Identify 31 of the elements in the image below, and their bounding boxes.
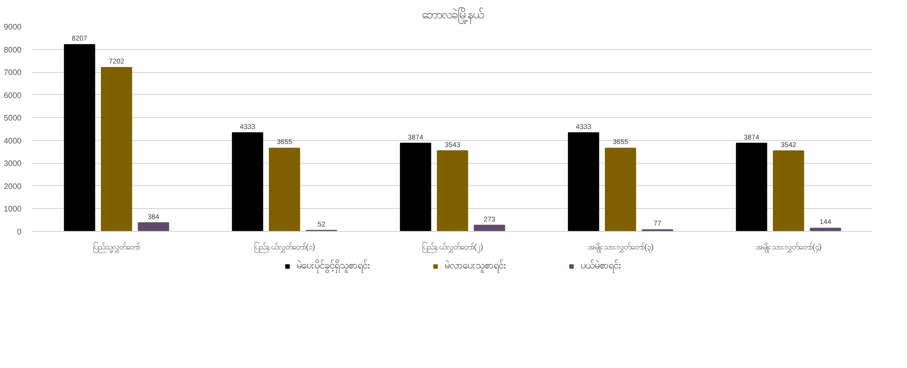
x-tick-label: ပြည်နယ်လွှတ်တော်(၂) xyxy=(422,242,484,254)
y-tick-label: 6000 xyxy=(4,90,22,100)
y-tick-label: 8000 xyxy=(4,45,22,54)
y-tick-label: 5000 xyxy=(4,114,22,123)
bar xyxy=(138,222,170,232)
y-tick-label: 3000 xyxy=(4,159,22,168)
y-tick-label: 2000 xyxy=(4,182,22,191)
legend-label: မဲပေးပိုင်ခွင့်ရှိသူစာရင်း xyxy=(296,258,370,274)
bar xyxy=(232,132,264,232)
y-tick-label: 0 xyxy=(17,228,22,236)
x-tick-label: ပြည်နယ်လွှတ်တော်(၁) xyxy=(254,242,316,254)
y-tick-label: 1000 xyxy=(4,204,22,214)
chart-title: ဘောလခဲမြို့နယ် xyxy=(422,6,484,24)
y-tick-label: 7000 xyxy=(4,68,22,78)
bar xyxy=(436,150,468,232)
y-tick-label: 9000 xyxy=(4,22,22,32)
bar xyxy=(772,150,804,232)
y-tick-label: 4000 xyxy=(4,136,22,146)
bar xyxy=(810,228,842,232)
bar xyxy=(268,148,300,232)
legend-label: ပယ်မဲစာရင်း xyxy=(580,258,622,274)
legend-label: မဲလာပေးသူစာရင်း xyxy=(444,258,506,274)
x-tick-label: ပြည်သူ့လွှတ်တော် xyxy=(93,242,140,254)
x-tick-label: အမျိုးသားလွှတ်တော်(၄) xyxy=(755,242,822,254)
bar xyxy=(568,132,600,232)
x-tick-label: အမျိုးသားလွှတ်တော်(၃) xyxy=(587,242,654,254)
bar xyxy=(64,44,96,232)
bar xyxy=(736,142,768,232)
bar xyxy=(100,66,132,232)
bar xyxy=(400,142,432,232)
bar xyxy=(604,148,636,232)
